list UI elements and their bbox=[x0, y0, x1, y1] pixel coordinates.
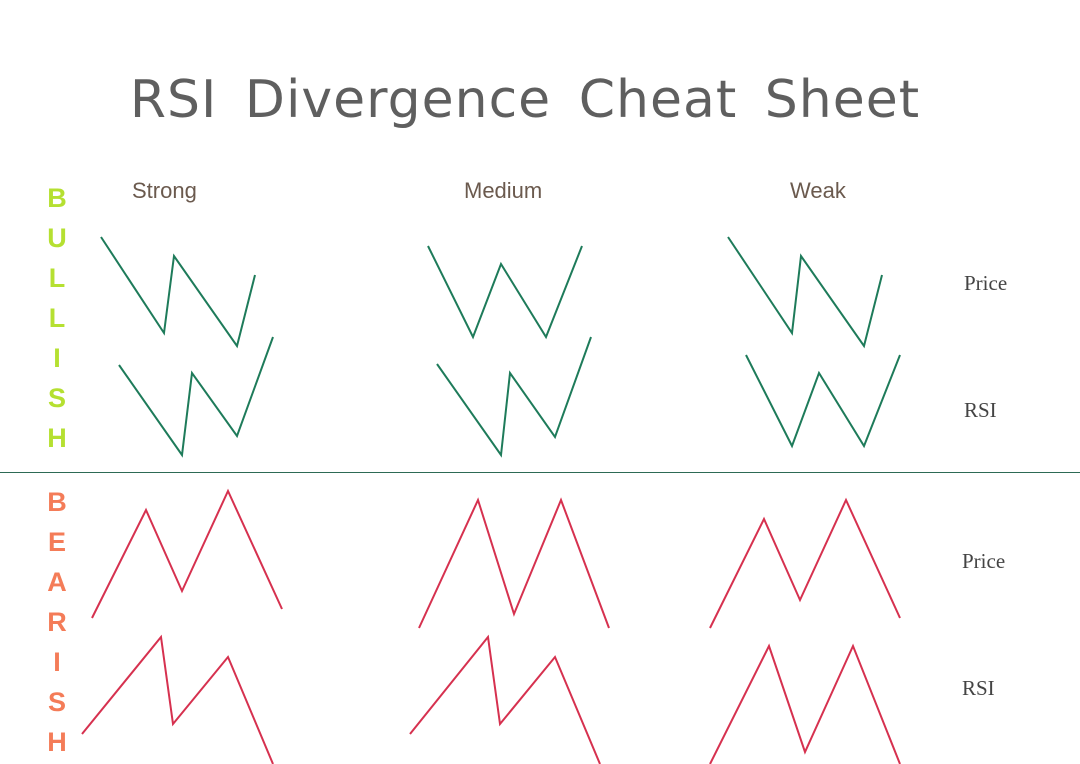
bearish-label-letter-5: S bbox=[47, 687, 66, 717]
bearish-strong-rsi-line bbox=[81, 634, 274, 764]
bearish-weak-rsi-line bbox=[709, 643, 901, 764]
section-divider bbox=[0, 472, 1080, 473]
bullish-price-label: Price bbox=[964, 271, 1008, 295]
bullish-weak-price-line bbox=[727, 236, 883, 349]
bullish-label-letter-1: U bbox=[47, 223, 67, 253]
bearish-label-letter-6: H bbox=[47, 727, 67, 757]
bullish-label-letter-6: H bbox=[47, 423, 67, 453]
bearish-label-letter-3: R bbox=[47, 607, 67, 637]
bearish-price-label: Price bbox=[962, 549, 1006, 573]
column-header-weak: Weak bbox=[790, 178, 846, 203]
bullish-strong-price-line bbox=[100, 236, 256, 349]
bearish-strong-price-line bbox=[91, 488, 283, 619]
column-header-strong: Strong bbox=[132, 178, 197, 203]
bearish-medium-price-line bbox=[418, 497, 610, 629]
bullish-label-letter-2: L bbox=[48, 263, 66, 293]
bullish-label-letter-4: I bbox=[53, 343, 61, 373]
bullish-label-letter-5: S bbox=[47, 383, 66, 413]
bullish-rsi-label: RSI bbox=[964, 398, 997, 422]
column-header-medium: Medium bbox=[464, 178, 543, 203]
page-title: RSI Divergence Cheat Sheet bbox=[129, 70, 921, 130]
bullish-label-letter-0: B bbox=[47, 183, 67, 213]
bullish-label-letter-3: L bbox=[48, 303, 66, 333]
bearish-weak-price-line bbox=[709, 497, 901, 629]
bearish-rsi-label: RSI bbox=[962, 676, 995, 700]
bullish-medium-price-line bbox=[427, 245, 583, 340]
bullish-weak-rsi-line bbox=[745, 354, 901, 449]
bearish-label-letter-1: E bbox=[47, 527, 66, 557]
bullish-medium-rsi-line bbox=[436, 336, 592, 458]
bearish-label-letter-4: I bbox=[53, 647, 61, 677]
bullish-strong-rsi-line bbox=[118, 336, 274, 458]
bearish-label-letter-0: B bbox=[47, 487, 67, 517]
bearish-medium-rsi-line bbox=[409, 634, 601, 764]
bearish-label-letter-2: A bbox=[47, 567, 67, 597]
